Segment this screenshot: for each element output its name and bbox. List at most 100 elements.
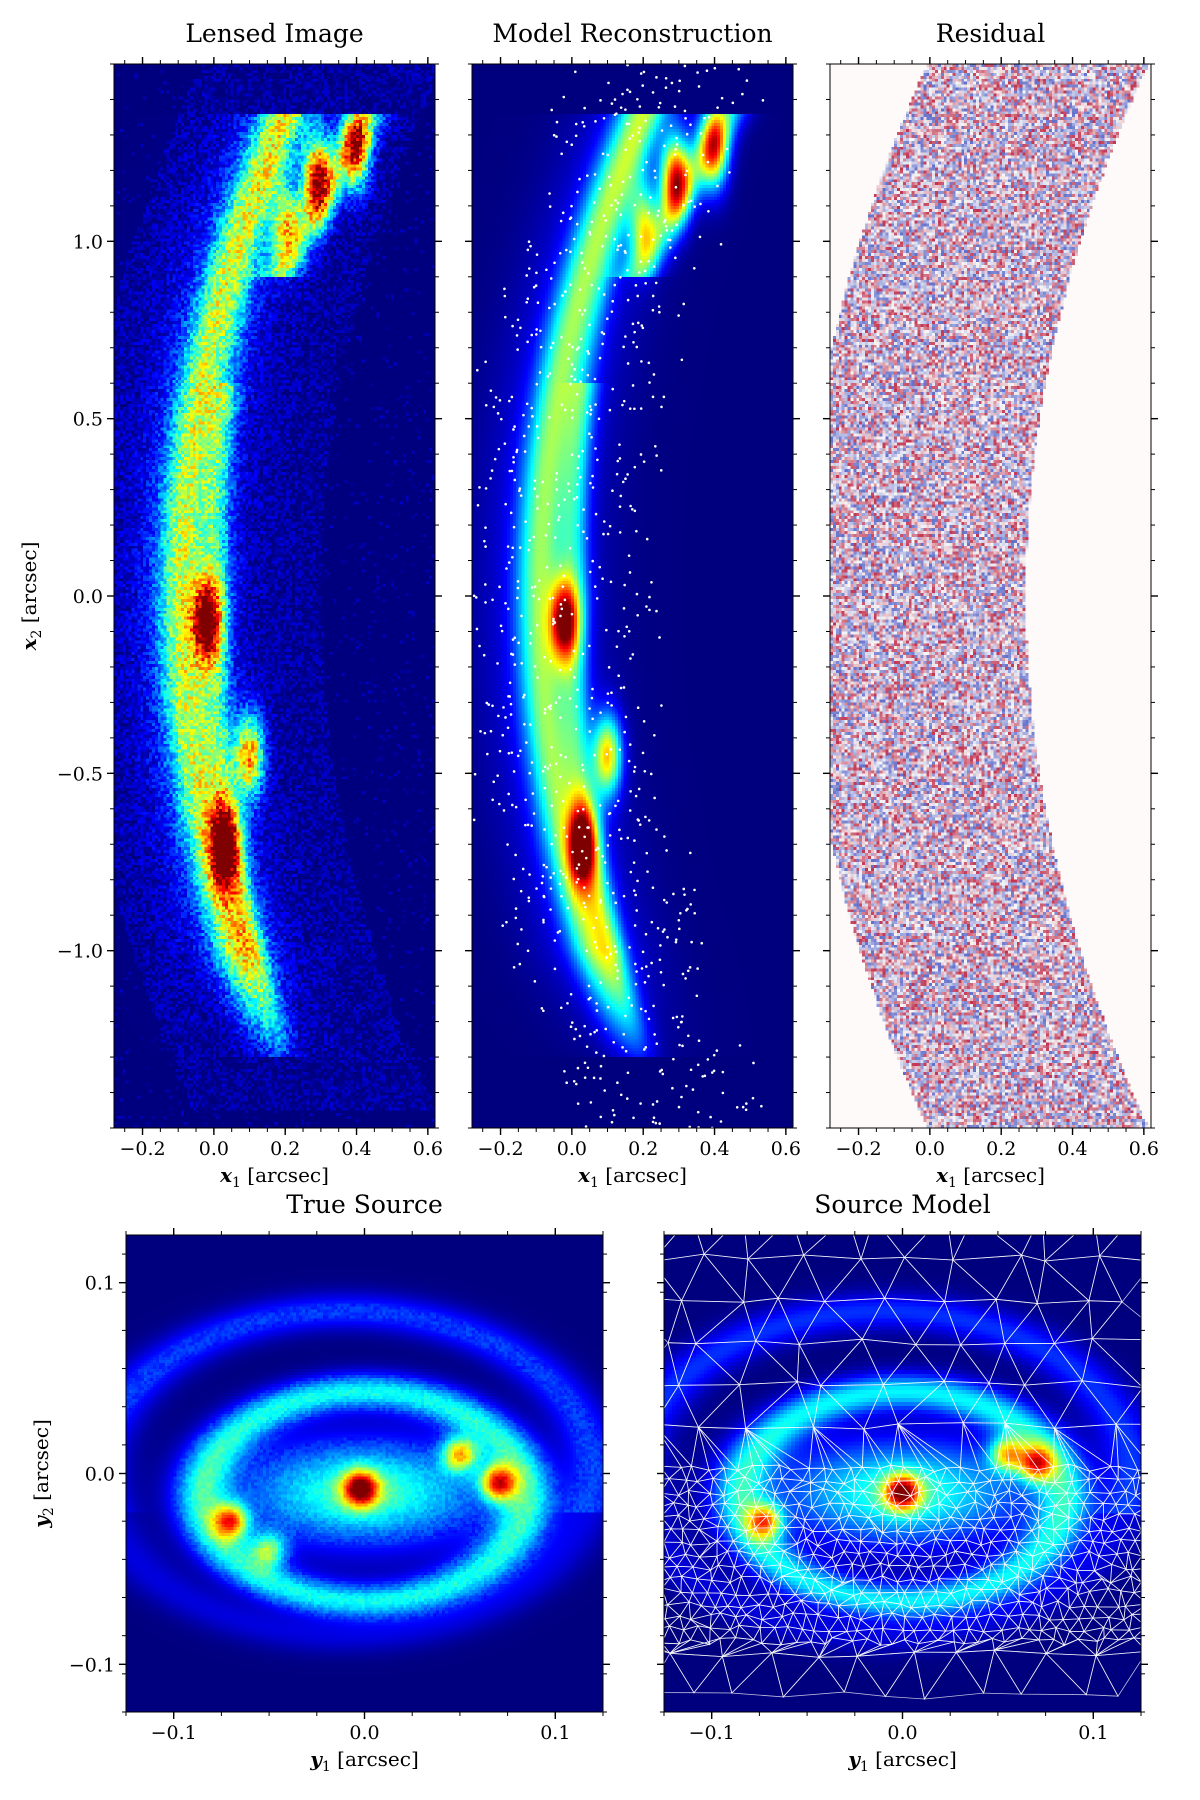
- mesh-vertex: [492, 405, 496, 409]
- mesh-vertex: [588, 432, 591, 435]
- mesh-vertex: [543, 711, 547, 715]
- mesh-vertex: [588, 230, 591, 234]
- mesh-vertex: [550, 108, 553, 112]
- mesh-vertex: [505, 920, 508, 924]
- mesh-vertex: [496, 774, 499, 777]
- model-title: Model Reconstruction: [492, 19, 772, 48]
- mesh-vertex: [554, 478, 558, 481]
- mesh-vertex: [674, 256, 677, 260]
- mesh-vertex: [553, 967, 557, 971]
- mesh-vertex: [588, 233, 592, 236]
- mesh-vertex: [590, 283, 593, 287]
- mesh-vertex: [701, 153, 705, 157]
- mesh-vertex: [507, 695, 510, 698]
- mesh-vertex: [639, 72, 643, 75]
- mesh-vertex: [570, 1021, 574, 1024]
- mesh-vertex: [512, 770, 516, 773]
- mesh-vertex: [648, 595, 651, 599]
- lensed-heatmap: [114, 64, 435, 1128]
- mesh-triangle: [650, 1493, 661, 1507]
- mesh-vertex: [496, 412, 500, 415]
- mesh-vertex: [594, 403, 597, 406]
- mesh-vertex: [623, 730, 626, 734]
- mesh-vertex: [686, 969, 690, 973]
- mesh-vertex: [533, 980, 537, 983]
- mesh-vertex: [635, 529, 638, 533]
- mesh-vertex: [624, 251, 627, 255]
- mesh-vertex: [564, 755, 567, 759]
- mesh-vertex: [632, 770, 636, 773]
- mesh-vertex: [617, 674, 620, 677]
- mesh-vertex: [616, 969, 619, 973]
- mesh-vertex: [673, 105, 677, 108]
- mesh-vertex: [699, 202, 702, 206]
- mesh-vertex: [537, 597, 541, 601]
- mesh-vertex: [671, 1086, 674, 1090]
- mesh-vertex: [672, 892, 675, 896]
- mesh-vertex: [649, 196, 652, 199]
- mesh-vertex: [614, 199, 617, 202]
- mesh-vertex: [618, 828, 621, 832]
- mesh-vertex: [602, 293, 606, 296]
- mesh-vertex: [654, 1121, 658, 1125]
- mesh-vertex: [524, 798, 527, 802]
- mesh-vertex: [719, 1120, 723, 1123]
- mesh-vertex: [570, 416, 574, 420]
- mesh-vertex: [663, 220, 666, 224]
- mesh-vertex: [624, 335, 627, 338]
- model-xtick-label: 0.4: [699, 1138, 729, 1160]
- mesh-vertex: [612, 1040, 616, 1044]
- mesh-vertex: [574, 1027, 578, 1031]
- mesh-vertex: [564, 290, 567, 293]
- mesh-vertex: [636, 818, 640, 821]
- mesh-vertex: [572, 237, 576, 241]
- mesh-vertex: [514, 916, 518, 920]
- mesh-vertex: [689, 123, 692, 126]
- mesh-triangle: [632, 1482, 650, 1495]
- mesh-vertex: [697, 85, 701, 88]
- mesh-vertex: [483, 731, 487, 735]
- mesh-vertex: [613, 283, 617, 287]
- mesh-vertex: [624, 715, 628, 719]
- mesh-vertex: [648, 381, 651, 384]
- mesh-vertex: [553, 939, 557, 942]
- model-axes: −0.2 0.0 0.2 0.4 0.6 Model Reconstruction x1 […: [465, 19, 801, 1191]
- mesh-vertex: [633, 330, 636, 334]
- mesh-triangle: [1147, 1640, 1164, 1652]
- mesh-vertex: [582, 530, 585, 534]
- mesh-vertex: [647, 819, 651, 822]
- mesh-vertex: [610, 691, 613, 694]
- mesh-vertex: [614, 963, 618, 967]
- mesh-vertex: [586, 349, 589, 353]
- mesh-triangle: [1151, 1551, 1163, 1569]
- true_source-title: True Source: [286, 1190, 443, 1219]
- model-xtick-label: 0.2: [628, 1138, 658, 1160]
- mesh-vertex: [598, 565, 602, 569]
- mesh-vertex: [636, 321, 640, 325]
- mesh-vertex: [542, 918, 545, 922]
- mesh-vertex: [682, 887, 686, 891]
- mesh-vertex: [658, 101, 662, 105]
- mesh-vertex: [581, 768, 585, 772]
- mesh-vertex: [605, 628, 608, 632]
- mesh-vertex: [585, 411, 589, 414]
- mesh-triangle: [639, 1540, 660, 1558]
- mesh-triangle: [664, 1541, 665, 1543]
- mesh-vertex: [587, 352, 590, 355]
- mesh-vertex: [645, 851, 649, 855]
- mesh-vertex: [546, 375, 550, 378]
- mesh-vertex: [582, 785, 586, 788]
- mesh-vertex: [574, 727, 578, 731]
- mesh-vertex: [479, 730, 482, 733]
- mesh-vertex: [652, 265, 656, 268]
- mesh-vertex: [637, 131, 641, 134]
- mesh-vertex: [621, 1046, 624, 1049]
- mesh-vertex: [503, 442, 507, 445]
- mesh-triangle: [1140, 1556, 1141, 1557]
- mesh-vertex: [707, 209, 710, 213]
- mesh-vertex: [576, 466, 580, 470]
- mesh-vertex: [658, 1122, 661, 1125]
- mesh-vertex: [568, 547, 572, 550]
- mesh-vertex: [627, 629, 631, 633]
- mesh-vertex: [577, 863, 581, 866]
